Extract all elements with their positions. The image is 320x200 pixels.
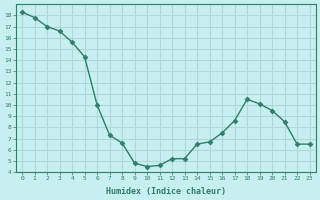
- X-axis label: Humidex (Indice chaleur): Humidex (Indice chaleur): [106, 187, 226, 196]
